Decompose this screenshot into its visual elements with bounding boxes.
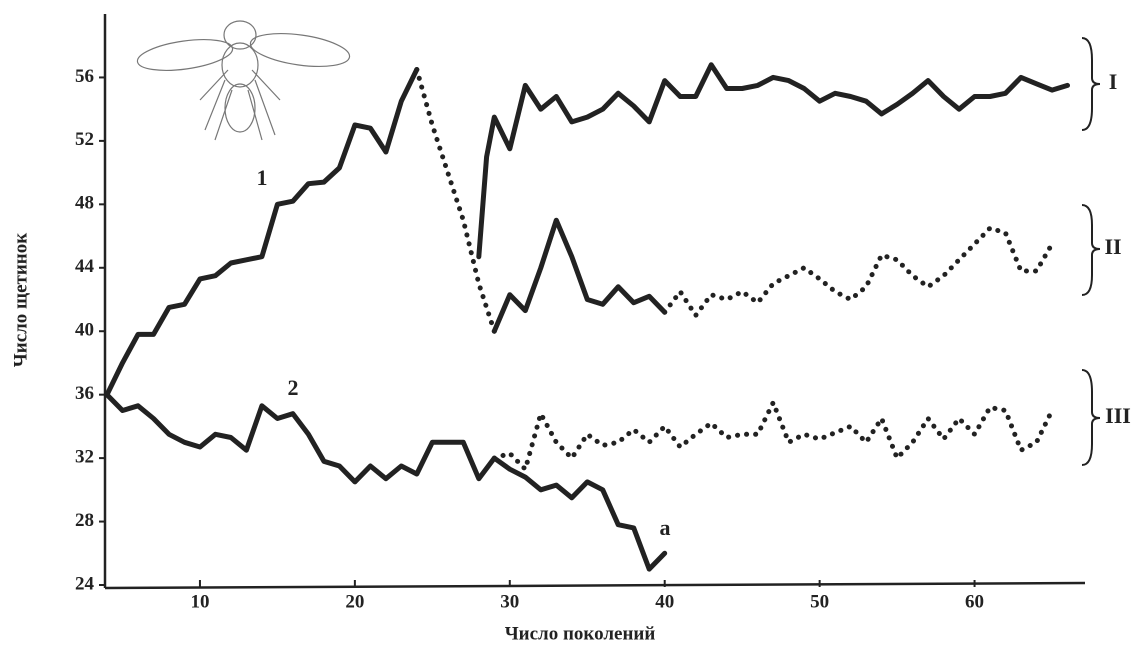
series-annotation: a: [660, 515, 671, 540]
axes: [103, 14, 1086, 590]
series-line: [104, 67, 420, 398]
y-tick-label: 48: [75, 193, 94, 214]
y-axis-label: Число щетинок: [10, 233, 31, 367]
y-tick-label: 56: [75, 66, 94, 87]
series-line: [104, 392, 668, 572]
x-tick-label: 40: [655, 591, 674, 612]
series-line: [491, 400, 1055, 472]
y-tick-label: 24: [75, 573, 95, 594]
x-tick-label: 20: [345, 591, 364, 612]
series-line: [476, 62, 1070, 260]
group-braces: [1081, 37, 1101, 466]
fly-illustration: [136, 20, 351, 141]
y-tick-label: 44: [75, 256, 95, 277]
series-line: [414, 67, 497, 334]
x-tick-label: 30: [500, 591, 519, 612]
x-tick-label: 50: [810, 591, 829, 612]
y-tick-label: 40: [75, 320, 94, 341]
series-annotation: 1: [257, 165, 268, 190]
series-annotation: I: [1109, 69, 1118, 94]
x-tick-label: 10: [190, 591, 209, 612]
x-tick-label: 60: [965, 591, 984, 612]
series-line: [662, 225, 1055, 318]
y-tick-label: 28: [75, 510, 94, 531]
y-tick-label: 36: [75, 383, 94, 404]
series-annotation: II: [1104, 234, 1121, 259]
series-line: [491, 217, 668, 334]
series-annotation: 2: [288, 375, 299, 400]
y-tick-label: 52: [75, 129, 94, 150]
y-tick-label: 32: [75, 446, 94, 467]
x-axis-label: Число поколений: [505, 623, 656, 644]
series-annotation: III: [1105, 403, 1131, 428]
